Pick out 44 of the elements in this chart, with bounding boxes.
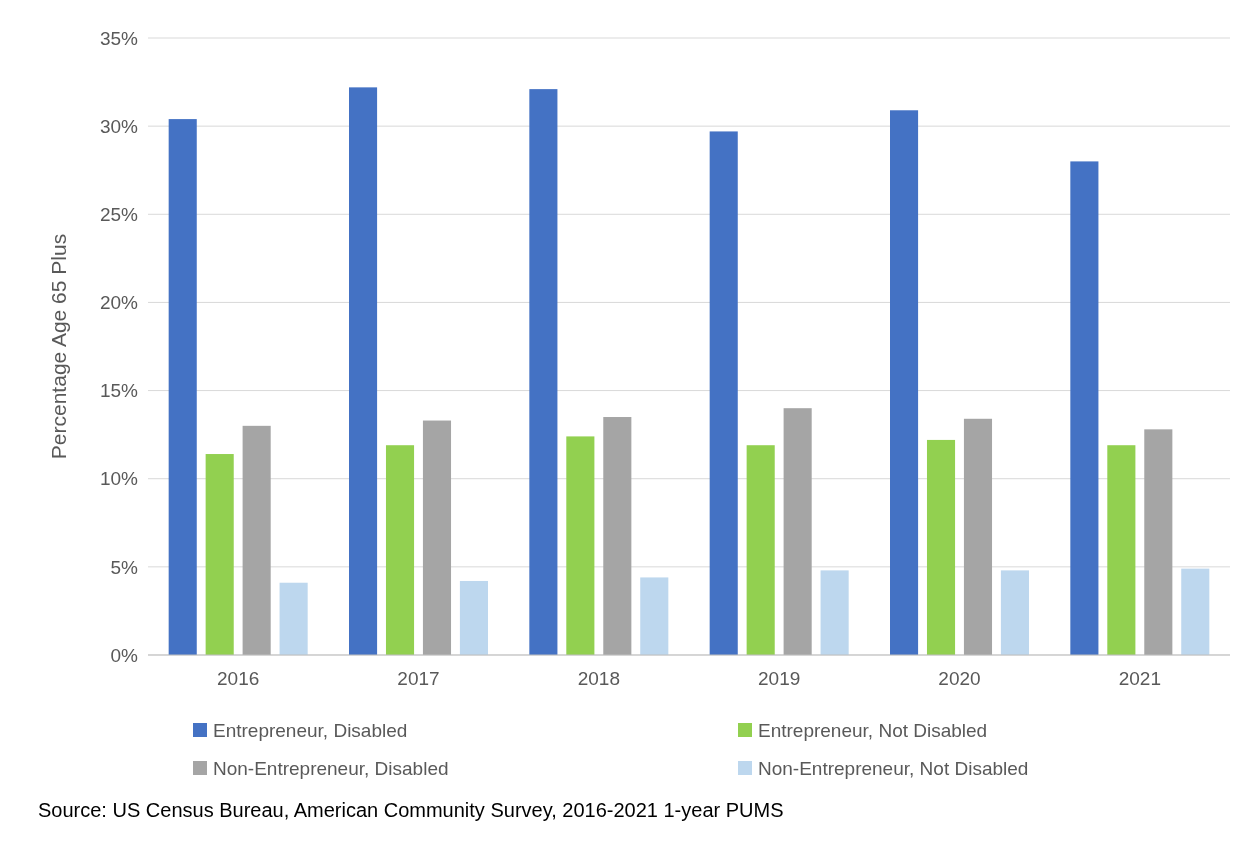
x-tick-label: 2018 [577,668,620,689]
legend-label: Entrepreneur, Disabled [213,719,408,741]
bar [890,110,919,655]
legend-label: Non-Entrepreneur, Disabled [213,757,449,779]
y-tick-label: 35% [99,27,139,49]
bar [1144,429,1173,655]
bar [1181,568,1210,655]
bar [242,425,271,655]
bar [1000,570,1029,655]
x-tick-label: 2020 [938,668,981,689]
legend-label: Non-Entrepreneur, Not Disabled [758,757,1029,779]
y-tick-label: 10% [99,468,139,490]
y-tick-label: 15% [99,380,139,402]
y-tick-label: 30% [99,115,139,137]
bar [783,408,812,655]
bar [963,418,993,655]
y-tick-label: 20% [99,292,139,314]
x-tick-label: 2019 [758,668,801,689]
source-note: Source: US Census Bureau, American Community Survey, 2016-2021 1-year PUMS [38,799,784,821]
bar [459,580,488,655]
x-tick-label: 2016 [217,668,260,689]
bar [566,436,595,655]
x-tick-label: 2017 [397,668,440,689]
bar [820,570,849,655]
bar [746,445,775,655]
x-tick-label: 2021 [1118,668,1161,689]
bar [205,454,234,655]
y-tick-label: 5% [110,556,139,578]
bar [422,420,452,655]
y-axis-title: Percentage Age 65 Plus [47,233,70,460]
bar [603,417,632,655]
y-tick-label: 0% [110,644,139,666]
bar [529,89,558,655]
bar [709,131,738,655]
bar [1070,161,1099,655]
bar [1107,445,1136,655]
bar [385,445,415,655]
bar [168,119,197,655]
y-tick-label: 25% [99,203,139,225]
bar [279,582,308,655]
bar [640,577,669,655]
legend-label: Entrepreneur, Not Disabled [758,719,988,741]
bar [349,87,378,655]
bar [926,439,956,655]
